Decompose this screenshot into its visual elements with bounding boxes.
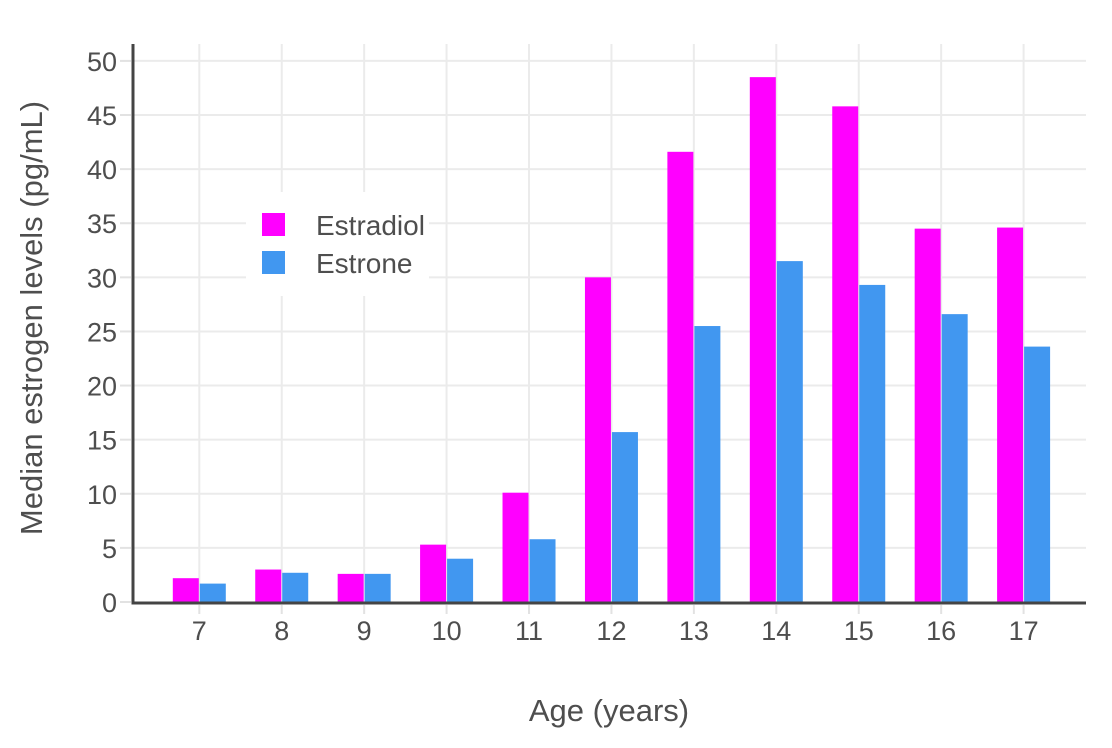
bar-estrone-age-13 <box>694 326 721 602</box>
bar-estrone-age-8 <box>282 572 309 602</box>
y-tick-label-30: 30 <box>87 263 117 293</box>
x-tick-label-14: 14 <box>761 616 791 646</box>
legend-item-estrone: Estrone <box>262 248 413 279</box>
y-tick-label-20: 20 <box>87 372 117 402</box>
bars <box>172 77 1051 603</box>
bar-estrone-age-10 <box>447 558 474 602</box>
x-tick-label-7: 7 <box>192 616 207 646</box>
bar-estradiol-age-17 <box>997 227 1024 602</box>
axes: 7 8 9 10 11 12 13 14 15 16 17 0 5 10 15 20 25 30 35 40 45 50 <box>87 44 1086 646</box>
bar-estrone-age-14 <box>776 261 803 602</box>
y-tick-label-50: 50 <box>87 47 117 77</box>
legend-background <box>246 192 429 296</box>
bar-estrone-age-17 <box>1024 346 1051 602</box>
x-tick-label-13: 13 <box>679 616 709 646</box>
x-tick-label-10: 10 <box>432 616 462 646</box>
x-tick-label-12: 12 <box>596 616 626 646</box>
y-tick-label-35: 35 <box>87 209 117 239</box>
y-tick-label-25: 25 <box>87 317 117 347</box>
x-tick-label-15: 15 <box>844 616 874 646</box>
x-axis-title: Age (years) <box>529 693 689 728</box>
bar-estradiol-age-11 <box>502 492 529 602</box>
x-tick-label-17: 17 <box>1009 616 1039 646</box>
y-tick-label-15: 15 <box>87 426 117 456</box>
bar-estrone-age-16 <box>941 314 968 602</box>
bar-estradiol-age-7 <box>172 578 199 602</box>
x-tick-label-8: 8 <box>274 616 289 646</box>
bar-estradiol-age-9 <box>337 573 364 602</box>
y-tick-label-40: 40 <box>87 155 117 185</box>
bar-estrone-age-15 <box>859 284 886 602</box>
bar-estradiol-age-10 <box>420 544 447 602</box>
legend-swatch-estrone[interactable] <box>262 251 285 274</box>
y-tick-label-5: 5 <box>102 534 117 564</box>
bar-estrone-age-12 <box>611 432 638 602</box>
x-tick-label-9: 9 <box>357 616 372 646</box>
bar-estrone-age-9 <box>364 573 391 602</box>
legend: Estradiol Estrone <box>246 192 429 296</box>
y-tick-label-10: 10 <box>87 480 117 510</box>
x-tick-label-16: 16 <box>926 616 956 646</box>
bar-estradiol-age-16 <box>914 228 941 603</box>
legend-item-estradiol: Estradiol <box>262 210 425 241</box>
bar-estradiol-age-8 <box>255 569 282 602</box>
y-axis-title: Median estrogen levels (pg/mL) <box>14 101 49 535</box>
y-tick-label-45: 45 <box>87 101 117 131</box>
y-tick-label-0: 0 <box>102 588 117 618</box>
legend-swatch-estradiol[interactable] <box>262 213 285 236</box>
bar-estradiol-age-15 <box>832 106 859 602</box>
bar-estradiol-age-14 <box>749 77 776 603</box>
x-tick-label-11: 11 <box>515 616 543 646</box>
bar-estrone-age-11 <box>529 539 556 602</box>
legend-label-estradiol[interactable]: Estradiol <box>316 210 425 241</box>
bar-estradiol-age-12 <box>584 277 611 602</box>
legend-label-estrone[interactable]: Estrone <box>316 248 413 279</box>
bar-estradiol-age-13 <box>667 151 694 602</box>
bar-estrone-age-7 <box>199 583 226 602</box>
